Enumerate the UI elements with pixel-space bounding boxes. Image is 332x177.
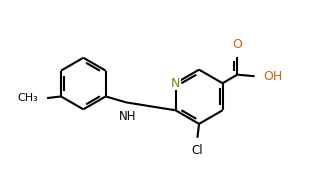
Text: NH: NH [119, 110, 136, 123]
Text: O: O [232, 38, 242, 51]
Text: CH₃: CH₃ [18, 93, 38, 103]
Text: Cl: Cl [192, 144, 203, 157]
Text: N: N [171, 77, 180, 90]
Text: OH: OH [264, 70, 283, 83]
